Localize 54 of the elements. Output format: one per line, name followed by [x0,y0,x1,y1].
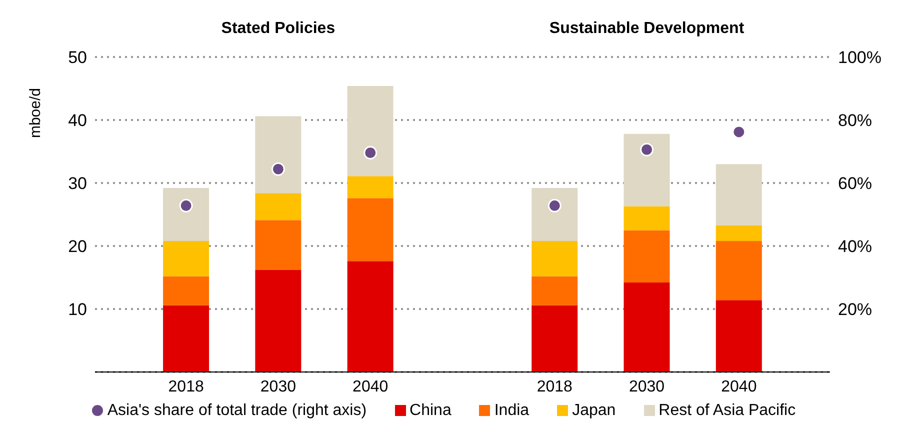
x-tick-label: 2018 [536,378,573,396]
bar [716,240,762,300]
point [364,146,378,160]
bar [532,276,578,306]
legend-label: Rest of Asia Pacific [658,402,796,419]
bar [347,261,394,372]
point [548,198,562,212]
point [271,162,285,176]
x-tick-label: 2040 [352,378,388,396]
y2-tick-label: 60% [838,174,872,194]
bar [163,276,210,306]
bar [255,270,302,372]
y-axis-title: mboe/d [27,88,44,138]
bar [163,240,210,276]
x-tick-label: 2040 [721,378,757,396]
bar [532,305,578,372]
y2-tick-label: 100% [838,48,882,68]
bar [163,188,210,241]
bar [255,220,302,270]
legend-label: China [410,402,452,419]
bar [716,164,762,226]
y-tick-label: 20 [68,237,87,256]
x-tick-label: 2030 [260,378,296,396]
bar [716,300,762,372]
text: Sustainable Development [548,20,746,38]
x-tick-label: 2030 [628,378,665,396]
bar [347,86,394,176]
bar [532,240,578,276]
y-tick-label: 40 [68,111,87,130]
bar [163,305,210,372]
bar [347,176,394,198]
y-tick-label: 10 [68,300,87,320]
point [732,125,746,139]
y-tick-label: 30 [68,174,87,194]
bar [255,193,302,220]
x-tick-label: 2018 [168,378,204,396]
bar [624,282,670,372]
y-tick-label: 50 [68,48,87,68]
bar [347,198,394,262]
legend-label: Japan [572,402,616,419]
y2-tick-label: 80% [838,111,872,130]
point [640,142,654,156]
bar [624,134,670,206]
y2-tick-label: 20% [838,300,872,320]
text: Stated Policies [220,20,336,38]
bar [716,225,762,241]
bar [255,116,302,194]
bar [624,230,670,283]
bar [532,188,578,241]
y2-tick-label: 40% [838,237,872,256]
legend-label: Asia's share of total trade (right axis) [107,402,367,419]
bar [624,206,670,230]
point [179,198,193,212]
legend-label: India [494,402,530,419]
